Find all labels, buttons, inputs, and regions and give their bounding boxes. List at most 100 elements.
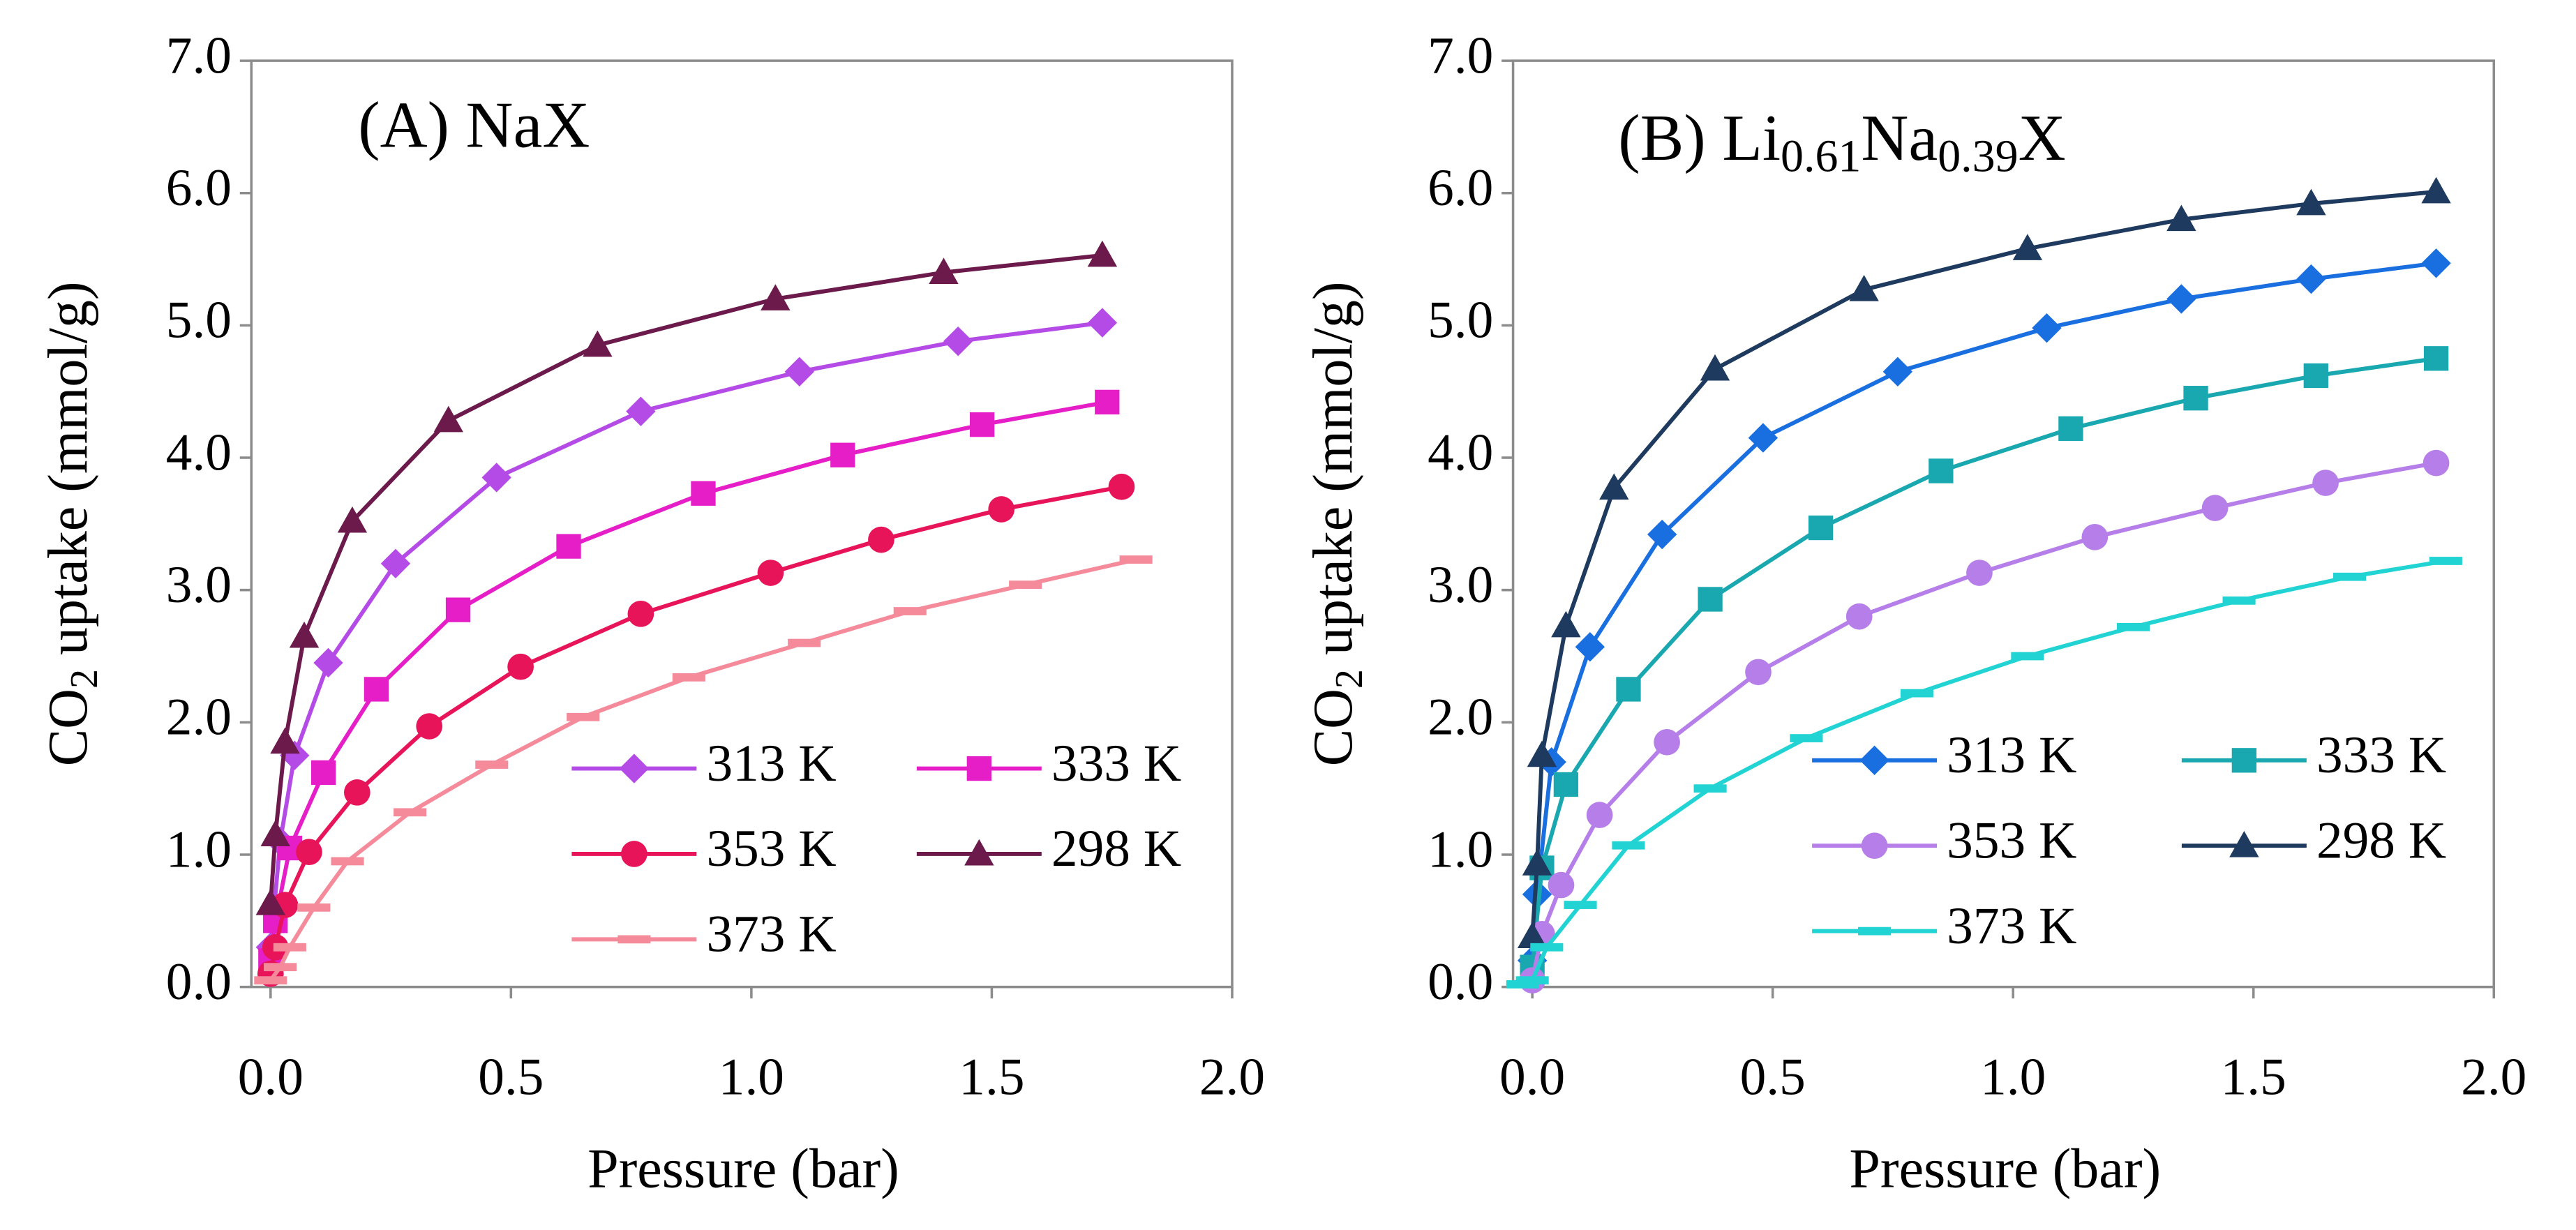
marker-square xyxy=(2058,416,2083,441)
marker-circle xyxy=(1845,603,1873,630)
text-part: CO xyxy=(1303,689,1364,766)
x-tick-label: 0.5 xyxy=(1740,1048,1806,1106)
marker-triangle xyxy=(2166,204,2196,232)
marker-dash xyxy=(1009,580,1042,589)
marker-square xyxy=(1616,677,1641,702)
marker-diamond xyxy=(1859,745,1889,775)
x-tick-label: 0.5 xyxy=(478,1048,544,1106)
marker-triangle xyxy=(2421,177,2451,204)
marker-diamond xyxy=(2166,284,2196,314)
marker-square xyxy=(2303,363,2328,389)
marker-triangle xyxy=(964,839,994,866)
marker-dash xyxy=(2429,557,2462,565)
legend-label: 313 K xyxy=(706,735,836,793)
marker-circle xyxy=(627,600,654,627)
marker-dash xyxy=(1515,976,1549,985)
marker-circle xyxy=(1966,560,1993,586)
marker-circle xyxy=(2201,495,2229,521)
marker-dash xyxy=(617,935,651,944)
marker-square xyxy=(1929,458,1954,483)
marker-square xyxy=(966,756,991,781)
marker-dash xyxy=(2011,652,2044,661)
marker-triangle xyxy=(270,727,300,754)
marker-triangle xyxy=(1527,740,1557,767)
marker-triangle xyxy=(255,888,286,915)
marker-diamond xyxy=(943,326,973,357)
series-line xyxy=(268,320,1103,948)
y-tick-label: 2.0 xyxy=(1428,689,1493,747)
y-tick-label: 0.0 xyxy=(1428,953,1493,1011)
marker-circle xyxy=(2312,470,2339,496)
subscript: 0.61 xyxy=(1781,131,1861,182)
chart-title: (A) NaX xyxy=(358,89,590,161)
marker-circle xyxy=(1548,871,1575,899)
marker-triangle xyxy=(2012,234,2043,260)
marker-dash xyxy=(567,712,600,721)
marker-dash xyxy=(1612,841,1645,850)
marker-square xyxy=(1808,515,1834,541)
marker-dash xyxy=(672,673,705,682)
x-axis-label: Pressure (bar) xyxy=(587,1138,899,1199)
marker-dash xyxy=(1858,927,1892,936)
plot-frame xyxy=(1511,59,2496,989)
marker-triangle xyxy=(1599,473,1629,500)
marker-square xyxy=(2423,346,2449,371)
x-tick-label: 0.0 xyxy=(238,1048,304,1106)
marker-circle xyxy=(1861,832,1888,860)
series-line xyxy=(1530,356,2436,968)
marker-diamond xyxy=(1087,308,1118,338)
x-tick-label: 2.0 xyxy=(2461,1048,2526,1106)
marker-square xyxy=(2231,748,2257,773)
chart: 0.0 1.0 2.0 3.0 4.0 5.0 6.0 7.0 0.0 0.5 1.0 1.5 2.0 P… xyxy=(1303,27,2526,1199)
legend-label: 313 K xyxy=(1947,726,2076,784)
marker-dash xyxy=(273,943,306,952)
marker-triangle xyxy=(2229,831,2259,857)
marker-circle xyxy=(1654,728,1680,756)
y-axis-label: CO2 uptake (mmol/g) xyxy=(38,281,106,766)
y-tick-label: 6.0 xyxy=(166,159,232,217)
plot-frame xyxy=(250,59,1234,989)
x-tick-label: 0.0 xyxy=(1499,1048,1565,1106)
marker-dash xyxy=(2116,622,2150,631)
marker-diamond xyxy=(784,357,814,387)
marker-diamond xyxy=(2421,248,2451,278)
marker-triangle xyxy=(1849,275,1879,301)
x-tick-label: 1.5 xyxy=(959,1048,1024,1106)
legend-label: 353 K xyxy=(706,820,836,878)
marker-square xyxy=(1698,587,1723,612)
y-tick-label: 0.0 xyxy=(166,953,232,1011)
subscript: 2 xyxy=(63,669,106,689)
marker-dash xyxy=(1564,901,1597,909)
x-tick-label: 1.0 xyxy=(719,1048,784,1106)
marker-dash xyxy=(1693,784,1727,793)
marker-triangle xyxy=(1522,849,1552,876)
marker-dash xyxy=(475,760,509,769)
chart: 0.0 1.0 2.0 3.0 4.0 5.0 6.0 7.0 0.0 0.5 1.0 1.5 2.0 P… xyxy=(38,27,1265,1199)
marker-dash xyxy=(394,808,427,817)
x-axis-label: Pressure (bar) xyxy=(1849,1138,2161,1199)
text-part: (B) Li xyxy=(1618,102,1781,174)
marker-diamond xyxy=(1882,357,1913,387)
marker-square xyxy=(310,760,336,786)
marker-circle xyxy=(1586,802,1613,828)
marker-circle xyxy=(757,560,784,586)
marker-dash xyxy=(254,976,287,985)
marker-square xyxy=(556,534,581,559)
marker-triangle xyxy=(583,330,613,357)
marker-circle xyxy=(296,839,322,866)
marker-diamond xyxy=(2296,264,2326,294)
marker-diamond xyxy=(2032,313,2062,343)
y-tick-label: 2.0 xyxy=(166,689,232,747)
marker-circle xyxy=(2081,523,2109,550)
marker-square xyxy=(691,481,716,506)
marker-circle xyxy=(621,841,647,867)
legend-label: 333 K xyxy=(2316,726,2446,784)
y-tick-label: 3.0 xyxy=(166,556,232,614)
legend-label: 373 K xyxy=(1947,897,2076,955)
legend-label: 373 K xyxy=(706,906,836,963)
marker-triangle xyxy=(337,506,368,533)
marker-dash xyxy=(264,963,297,972)
y-tick-label: 1.0 xyxy=(166,820,232,878)
marker-square xyxy=(364,677,389,702)
